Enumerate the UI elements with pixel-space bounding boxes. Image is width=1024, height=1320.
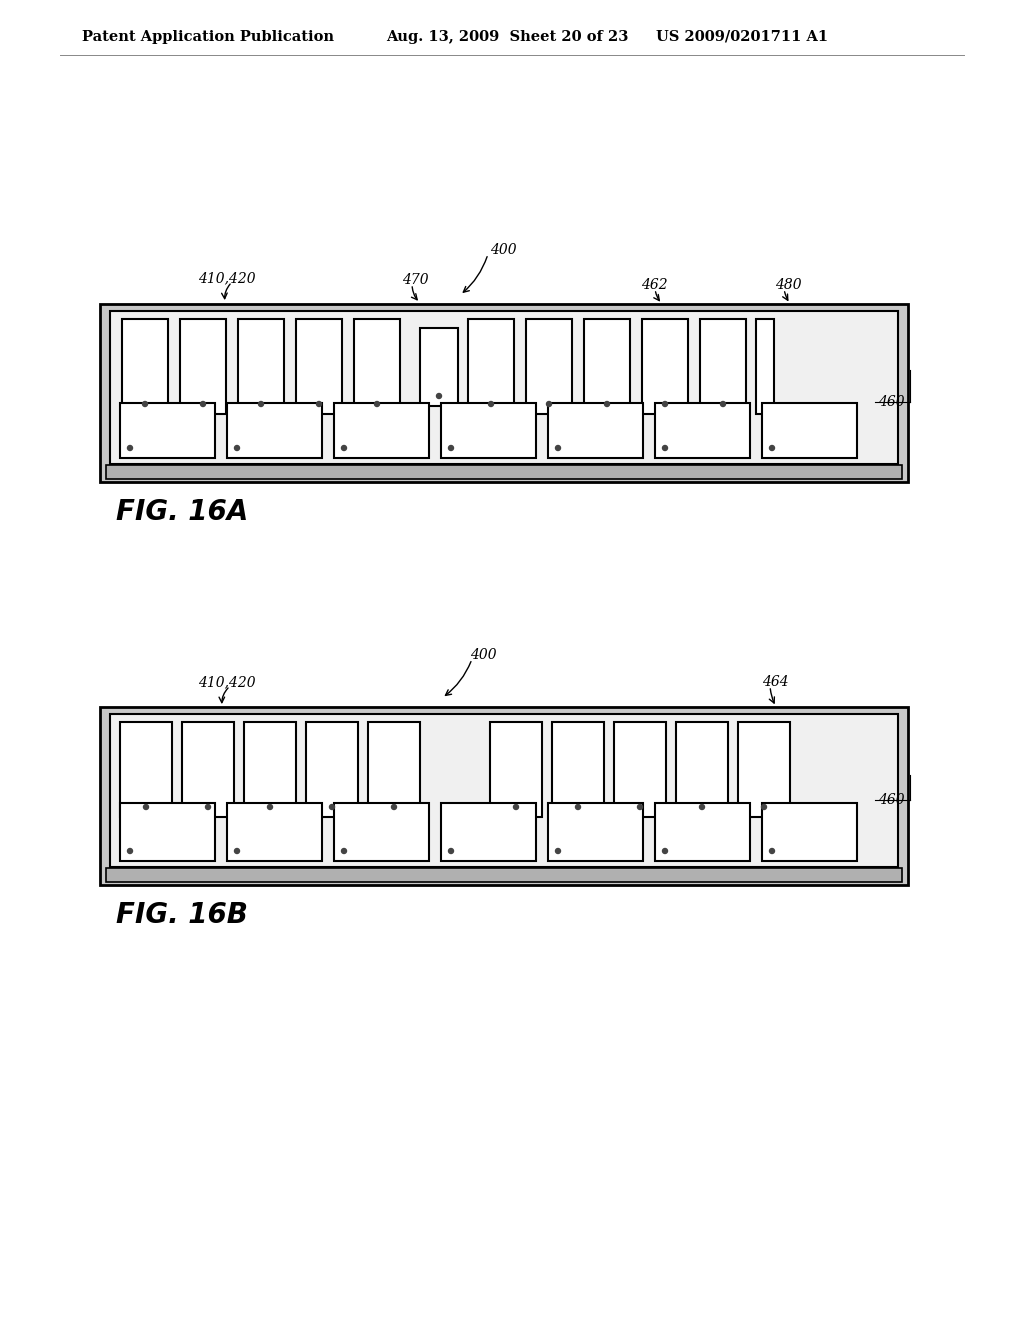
Bar <box>122 319 168 414</box>
Circle shape <box>142 401 147 407</box>
Bar <box>614 722 666 817</box>
Circle shape <box>488 401 494 407</box>
Bar <box>368 722 420 817</box>
Circle shape <box>547 401 552 407</box>
Text: 400: 400 <box>470 648 497 663</box>
Circle shape <box>128 849 132 854</box>
Circle shape <box>762 804 767 809</box>
Bar <box>762 803 857 861</box>
Circle shape <box>234 446 240 450</box>
Circle shape <box>258 401 263 407</box>
Circle shape <box>316 401 322 407</box>
Circle shape <box>449 849 454 854</box>
Bar <box>296 319 342 414</box>
Text: 460: 460 <box>878 395 904 409</box>
Bar <box>100 708 908 884</box>
Text: Patent Application Publication: Patent Application Publication <box>82 30 334 44</box>
Bar <box>548 403 643 458</box>
Circle shape <box>769 446 774 450</box>
Bar <box>676 722 728 817</box>
Circle shape <box>436 393 441 399</box>
Bar <box>334 803 429 861</box>
Circle shape <box>663 446 668 450</box>
Circle shape <box>699 804 705 809</box>
Bar <box>756 319 774 414</box>
Text: 460: 460 <box>878 793 904 807</box>
Circle shape <box>769 849 774 854</box>
Circle shape <box>575 804 581 809</box>
Circle shape <box>143 804 148 809</box>
Circle shape <box>267 804 272 809</box>
Bar <box>420 327 458 407</box>
Bar <box>227 403 322 458</box>
Circle shape <box>604 401 609 407</box>
Circle shape <box>375 401 380 407</box>
Bar <box>441 803 536 861</box>
Bar <box>106 465 902 479</box>
Bar <box>120 803 215 861</box>
Bar <box>526 319 572 414</box>
Circle shape <box>330 804 335 809</box>
Bar <box>227 803 322 861</box>
Bar <box>334 403 429 458</box>
Bar <box>490 722 542 817</box>
Bar <box>655 403 750 458</box>
Circle shape <box>449 446 454 450</box>
Bar <box>468 319 514 414</box>
Text: 410,420: 410,420 <box>198 675 256 689</box>
Bar <box>110 312 898 465</box>
Bar <box>120 722 172 817</box>
Text: 470: 470 <box>402 273 429 286</box>
Bar <box>100 304 908 482</box>
Circle shape <box>513 804 518 809</box>
Bar <box>306 722 358 817</box>
Bar <box>120 403 215 458</box>
Bar <box>180 319 226 414</box>
Circle shape <box>234 849 240 854</box>
Bar <box>762 403 857 458</box>
Circle shape <box>201 401 206 407</box>
Bar <box>110 714 898 867</box>
Circle shape <box>341 849 346 854</box>
Bar <box>584 319 630 414</box>
Circle shape <box>128 446 132 450</box>
Bar <box>642 319 688 414</box>
Bar <box>354 319 400 414</box>
Bar <box>738 722 790 817</box>
Circle shape <box>638 804 642 809</box>
Bar <box>182 722 234 817</box>
Text: 480: 480 <box>775 279 802 292</box>
Circle shape <box>663 849 668 854</box>
Text: 464: 464 <box>762 675 788 689</box>
Bar <box>655 803 750 861</box>
Bar <box>106 869 902 882</box>
Bar <box>548 803 643 861</box>
Bar <box>244 722 296 817</box>
Text: 462: 462 <box>641 279 668 292</box>
Circle shape <box>391 804 396 809</box>
Text: 400: 400 <box>490 243 517 257</box>
Bar <box>441 403 536 458</box>
Text: Aug. 13, 2009  Sheet 20 of 23: Aug. 13, 2009 Sheet 20 of 23 <box>386 30 629 44</box>
Circle shape <box>341 446 346 450</box>
Circle shape <box>721 401 725 407</box>
Bar <box>238 319 284 414</box>
Circle shape <box>555 849 560 854</box>
Text: FIG. 16A: FIG. 16A <box>116 498 248 525</box>
Circle shape <box>663 401 668 407</box>
Text: FIG. 16B: FIG. 16B <box>116 902 248 929</box>
Circle shape <box>555 446 560 450</box>
Text: US 2009/0201711 A1: US 2009/0201711 A1 <box>656 30 828 44</box>
Bar <box>552 722 604 817</box>
Text: 410,420: 410,420 <box>198 271 256 285</box>
Bar <box>700 319 746 414</box>
Circle shape <box>206 804 211 809</box>
